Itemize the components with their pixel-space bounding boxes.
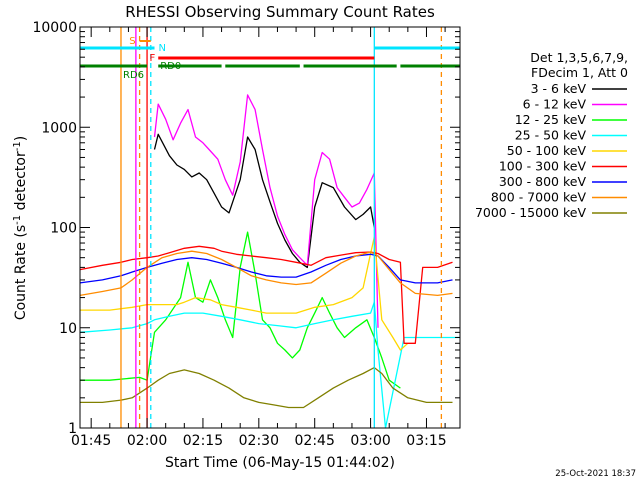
legend-label-100-300-kev: 100 - 300 keV — [499, 159, 587, 174]
legend: Det 1,3,5,6,7,9, FDecim 1, Att 0 3 - 6 k… — [475, 50, 628, 220]
timestamp: 25-Oct-2021 18:37 — [555, 469, 636, 479]
legend-header-line-1: Det 1,3,5,6,7,9, — [530, 50, 628, 65]
legend-label-7000-15000-kev: 7000 - 15000 keV — [475, 205, 586, 220]
x-axis-title: Start Time (06-May-15 01:44:02) — [165, 455, 395, 471]
legend-label-6-12-kev: 6 - 12 keV — [523, 97, 587, 112]
series-line-3-6-kev — [153, 133, 375, 269]
y-tick-label-10: 10 — [59, 321, 77, 337]
chart-title: RHESSI Observing Summary Count Rates — [125, 3, 435, 21]
series-line-25-50-kev — [79, 301, 460, 429]
y-tick-label-1000: 1000 — [41, 120, 77, 136]
flag-label-rd0: RD0 — [160, 61, 181, 72]
flag-label-rd6: RD6 — [123, 70, 144, 81]
series-line-7000-15000-kev — [80, 366, 453, 409]
flag-label-n: N — [159, 43, 166, 54]
series-line-300-800-kev — [79, 253, 453, 284]
legend-label-300-800-kev: 300 - 800 keV — [499, 174, 587, 189]
legend-label-25-50-kev: 25 - 50 keV — [515, 128, 587, 143]
legend-label-3-6-kev: 3 - 6 keV — [531, 81, 587, 96]
series-line-6-12-kev — [153, 94, 379, 328]
series-line-800-7000-kev — [79, 250, 453, 297]
flag-label-f: F — [149, 53, 155, 64]
y-tick-label-100: 100 — [50, 221, 77, 237]
legend-label-800-7000-kev: 800 - 7000 keV — [491, 190, 587, 205]
x-tick-label-02-30: 02:30 — [239, 433, 279, 449]
x-tick-label-03-00: 03:00 — [350, 433, 390, 449]
x-tick-label-02-00: 02:00 — [127, 433, 167, 449]
y-tick-label-1: 1 — [68, 421, 77, 437]
y-tick-label-10000: 10000 — [32, 20, 77, 36]
series-line-100-300-kev — [79, 245, 453, 344]
flag-label-s: S — [129, 36, 135, 47]
x-tick-label-02-15: 02:15 — [183, 433, 223, 449]
x-tick-label-03-15: 03:15 — [406, 433, 446, 449]
legend-label-12-25-kev: 12 - 25 keV — [515, 112, 587, 127]
legend-header-line-2: FDecim 1, Att 0 — [531, 65, 628, 80]
x-tick-label-01-45: 01:45 — [71, 433, 111, 449]
legend-label-50-100-kev: 50 - 100 keV — [507, 143, 587, 158]
x-tick-label-02-45: 02:45 — [295, 433, 335, 449]
y-axis-title: Count Rate (s-1 detector-1) — [12, 136, 30, 320]
